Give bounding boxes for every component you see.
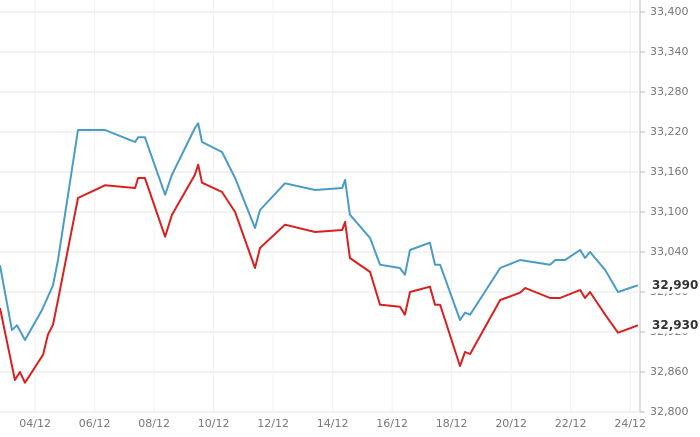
last-value-label: 32,930 [652,318,698,332]
y-tick-label: 33,100 [650,205,689,218]
x-tick-label: 22/12 [555,417,587,430]
line [0,122,639,341]
x-tick-label: 24/12 [614,417,646,430]
x-tick-label: 14/12 [317,417,349,430]
y-tick-label: 32,800 [650,405,689,418]
x-tick-label: 20/12 [495,417,527,430]
y-tick-label: 33,220 [650,125,689,138]
y-tick-label: 33,340 [650,45,689,58]
y-tick-label: 32,860 [650,365,689,378]
y-tick-label: 33,160 [650,165,689,178]
x-tick-label: 06/12 [79,417,111,430]
last-value-bg [648,317,694,334]
line [0,163,639,384]
y-tick-label: 33,040 [650,245,689,258]
x-tick-label: 10/12 [198,417,230,430]
y-tick-label: 33,400 [650,5,689,18]
x-tick-label: 18/12 [436,417,468,430]
last-value-bg [648,277,694,294]
x-tick-label: 08/12 [138,417,170,430]
y-tick-label: 33,280 [650,85,689,98]
x-tick-label: 04/12 [19,417,51,430]
x-tick-label: 12/12 [257,417,289,430]
x-tick-label: 16/12 [376,417,408,430]
last-value-label: 32,990 [652,278,698,292]
